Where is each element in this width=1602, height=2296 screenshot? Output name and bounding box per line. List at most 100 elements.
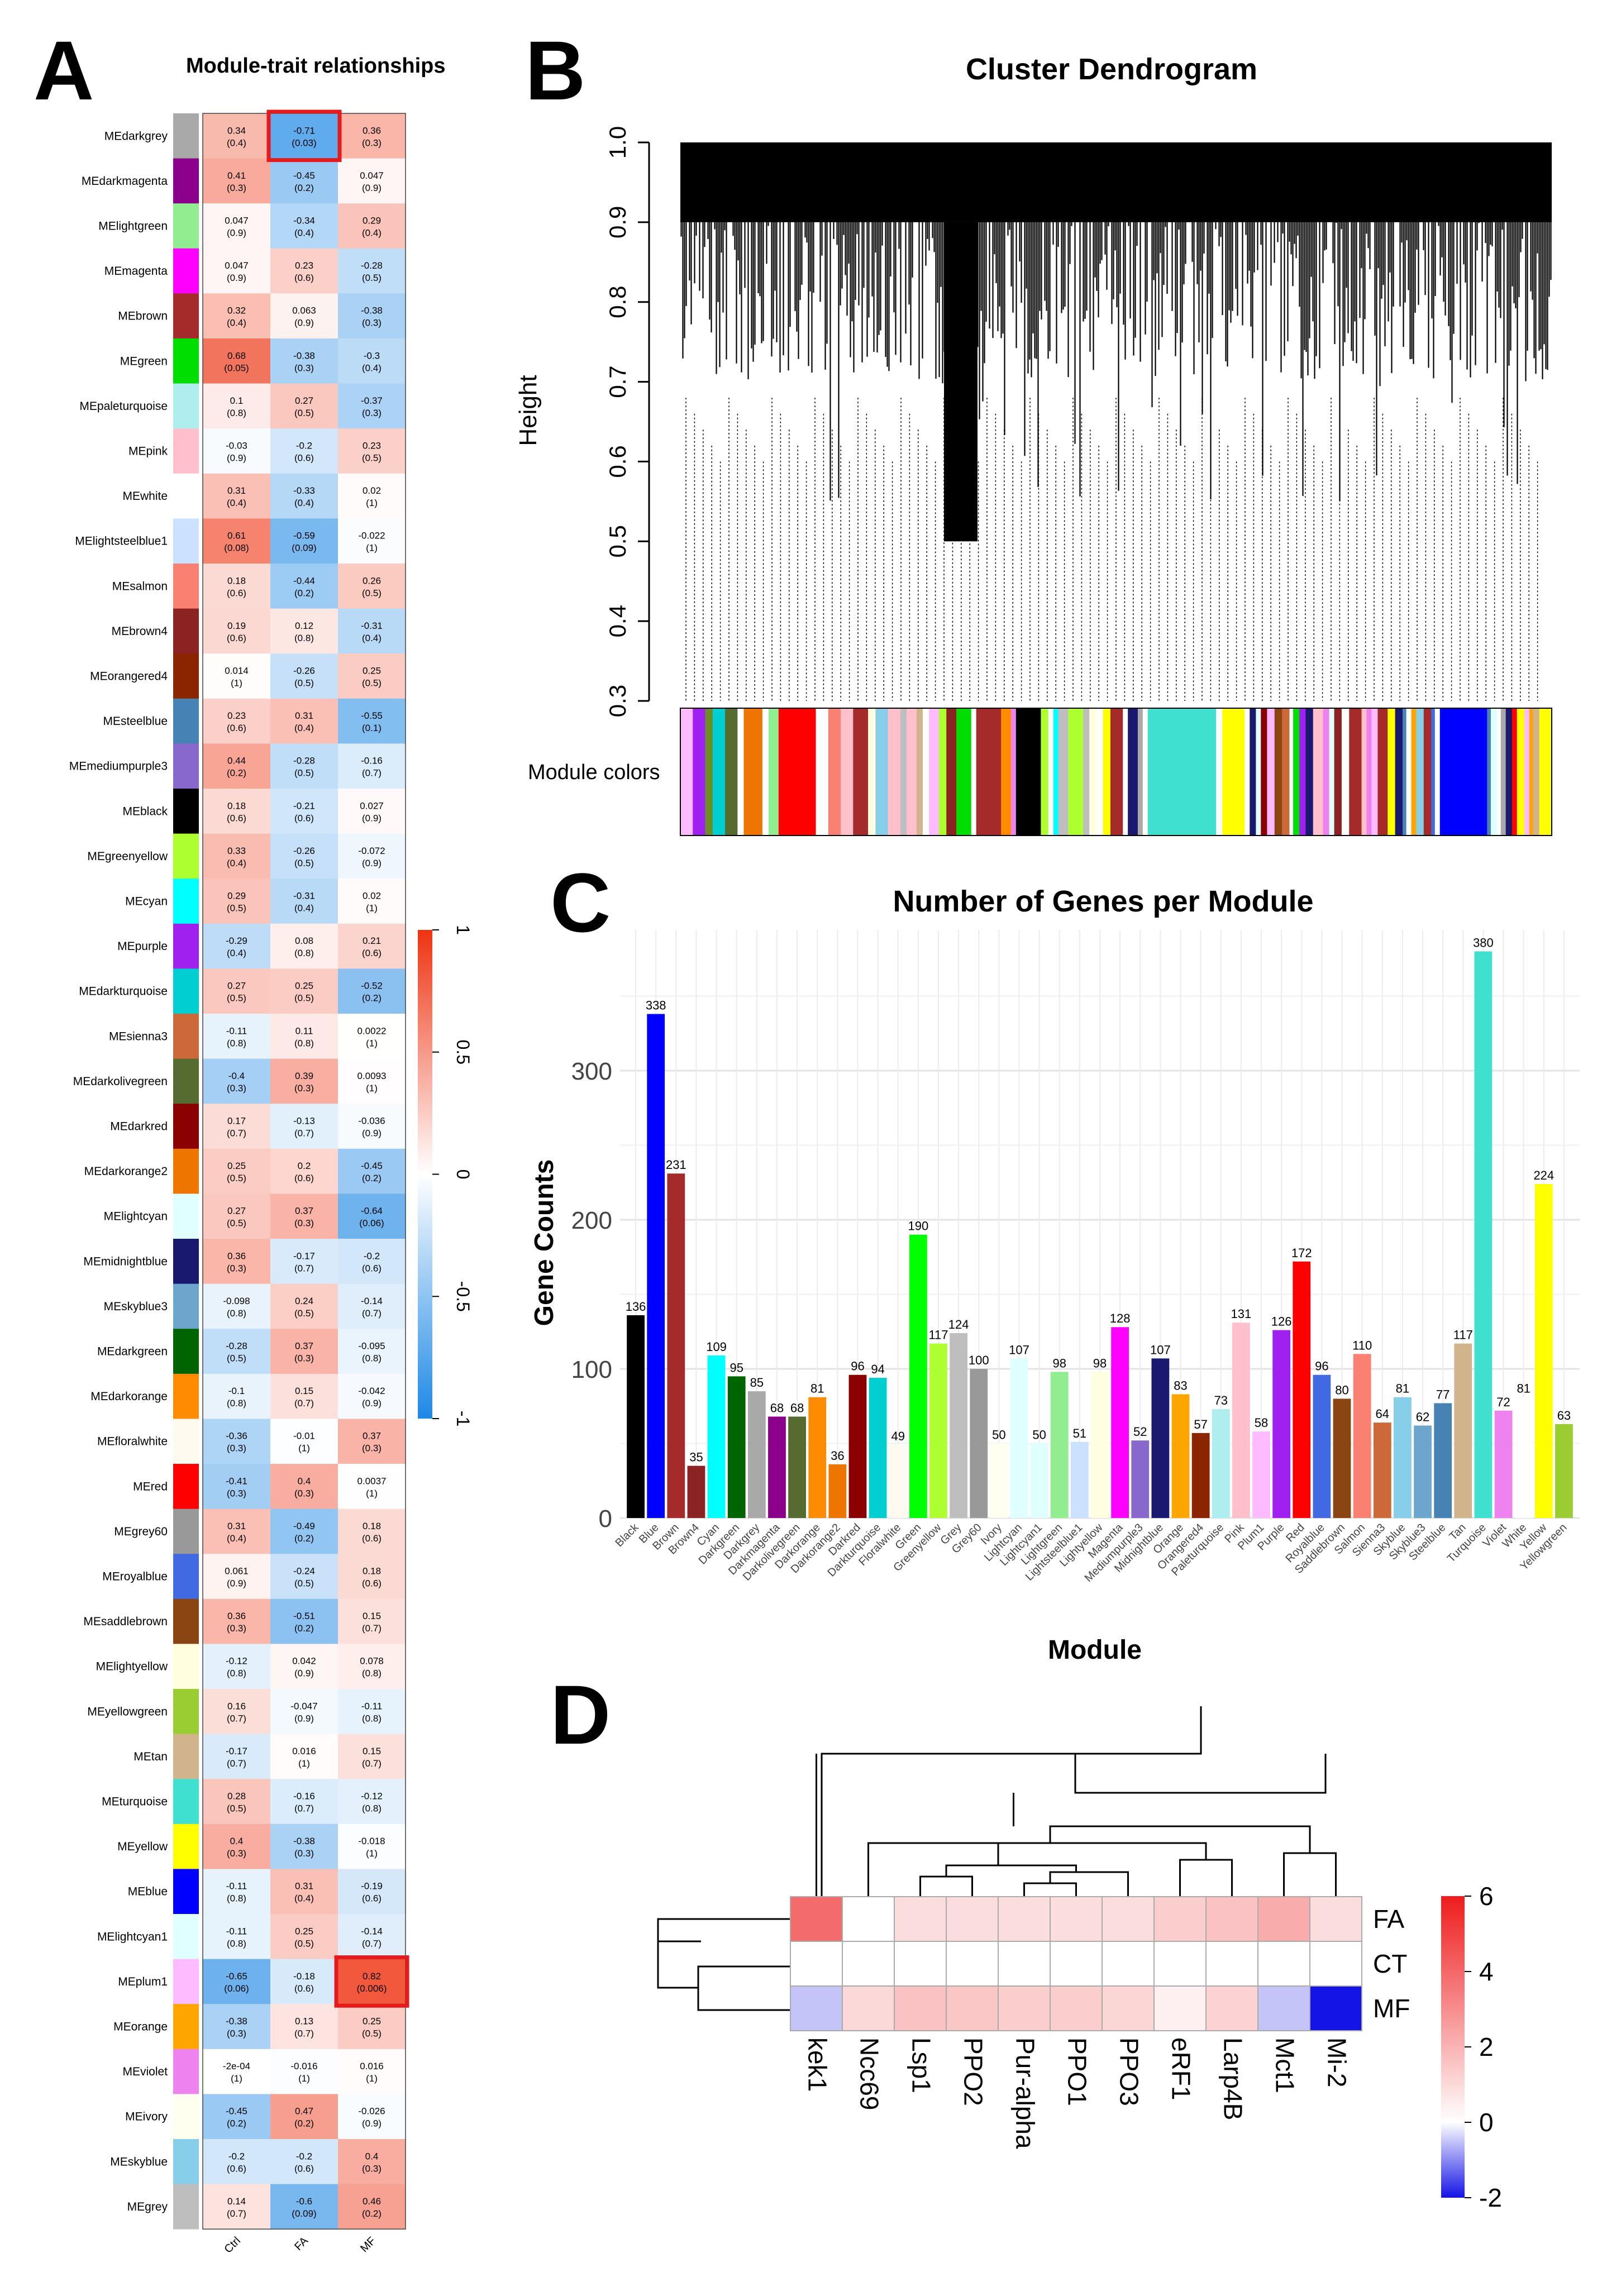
bar-value-label: 231 [666,1158,686,1172]
cell-value: 0.014 [225,666,249,676]
cell-value: 0.23 [363,441,381,451]
cell-value: -0.55 [361,710,383,721]
column-label: PPO1 [1063,2037,1092,2106]
module-color-segment [737,708,744,836]
cell-pvalue: (1) [366,903,378,914]
colorbar-tick-label: 0.5 [453,1040,473,1065]
panel-letter-d: D [550,1668,611,1762]
row-label: MElightcyan [104,1210,168,1223]
heatmap-cell [203,653,271,699]
heatmap-cell [338,1554,406,1600]
heatmap-row: MEpaleturquoise 0.1 (0.8) 0.27 (0.5) -0.37 (0.… [79,383,406,429]
cell-pvalue: (0.6) [362,1533,382,1544]
cell-pvalue: (0.5) [294,1308,314,1319]
heatmap-cell [203,1598,271,1644]
heatmap-cell [338,608,406,654]
bar-value-label: 81 [1396,1382,1409,1396]
cell-value: -0.047 [290,1701,317,1711]
heatmap-cell [338,1373,406,1419]
bar-value-label: 380 [1473,935,1494,949]
column-label: kek1 [803,2037,832,2092]
cell-pvalue: (0.6) [362,948,382,958]
module-color-segment [1096,708,1104,836]
module-color-swatch [173,1598,199,1644]
module-color-segment [1261,708,1267,836]
row-label: MEorangered4 [90,670,168,683]
module-color-swatch [173,383,199,429]
bar [909,1234,927,1518]
panel-letter-a: A [34,23,94,117]
cell-value: 0.02 [363,891,381,901]
heatmap-row: MEdarkgrey 0.34(0.4) -0.71(0.03) 0.36(0.3) [104,113,406,159]
heatmap-cell [338,1644,406,1689]
column-label: MF [358,2235,378,2255]
module-color-segment [828,708,841,836]
module-color-segment [1110,708,1123,836]
bar-value-label: 52 [1133,1425,1147,1439]
heatmap-row: MEgrey60 0.31 (0.4) -0.49 (0.2) 0.18 (0.6) [114,1509,406,1554]
row-label: MElightcyan1 [97,1930,168,1943]
module-color-swatch [173,293,199,339]
bar [1414,1425,1432,1518]
module-color-swatch [173,338,199,384]
bar [869,1378,887,1518]
module-color-segment [956,708,972,836]
y-tick-label: 0.6 [604,445,631,478]
bar [1050,1372,1069,1518]
heatmap-cell [1153,1941,1207,1987]
heatmap-cell [894,1985,947,2031]
cell-value: 0.027 [360,800,384,811]
cell-value: 0.37 [295,1206,313,1216]
column-label: Mi-2 [1323,2037,1352,2087]
heatmap-row: MElightgreen 0.047 (0.9) -0.34 (0.4) 0.29 (0.4… [98,203,406,249]
cell-pvalue: (0.4) [227,137,246,148]
cell-value: 0.016 [360,2061,384,2071]
cell-pvalue: (0.8) [227,408,246,418]
cell-value: -0.26 [293,666,315,676]
module-color-segment [1388,708,1396,836]
colorbar-tick-label: 1 [453,925,473,935]
cell-value: -0.45 [226,2106,247,2117]
cell-pvalue: (0.4) [227,318,246,328]
bar-value-label: 81 [1517,1382,1530,1396]
cell-pvalue: (0.05) [224,362,249,373]
dendrogram-segment [867,1842,1207,1897]
heatmap-row: MEblack 0.18 (0.6) -0.21 (0.6) 0.027 (0.9) [122,789,406,834]
row-label: MEmediumpurple3 [69,760,168,773]
heatmap-cell [1205,1985,1258,2031]
heatmap-cell [203,473,271,519]
heatmap-cell [998,1985,1051,2031]
heatmap-cell [270,203,338,249]
module-color-segment [907,708,917,836]
row-label: MEbrown4 [112,625,168,638]
cell-value: -0.33 [293,485,315,496]
cell-value: -0.52 [361,981,383,991]
heatmap-cell [203,158,271,204]
heatmap-cell [270,833,338,879]
module-color-segment [1137,708,1143,836]
heatmap-cell [1257,1985,1310,2031]
cell-pvalue: (0.9) [362,1398,382,1409]
module-color-segment [743,708,763,836]
module-color-segment [1395,708,1403,836]
dendrogram-segment [1179,1859,1233,1897]
heatmap-cell [1257,1896,1310,1942]
cell-value: -0.095 [358,1341,385,1352]
heatmap-row: MEorangered4 0.014 (1) -0.26 (0.5) 0.25 (0.5) [90,653,406,699]
cell-pvalue: (0.9) [294,1668,314,1679]
cell-value: 0.23 [295,260,313,271]
cell-pvalue: (0.08) [224,543,249,553]
cell-value: -0.38 [293,350,315,361]
row-label: MEskyblue3 [104,1300,168,1313]
bar-value-label: 128 [1110,1311,1131,1325]
panel-a-colorbar [418,930,432,1419]
cell-value: 0.36 [227,1611,246,1621]
cell-pvalue: (1) [298,1443,310,1454]
heatmap-cell [203,2184,271,2230]
heatmap-cell [270,1058,338,1104]
cell-pvalue: (0.9) [362,2118,382,2129]
module-color-segment [1267,708,1275,836]
cell-value: -0.26 [293,846,315,856]
cell-pvalue: (0.9) [227,453,246,464]
row-label: MEsteelblue [103,715,168,728]
